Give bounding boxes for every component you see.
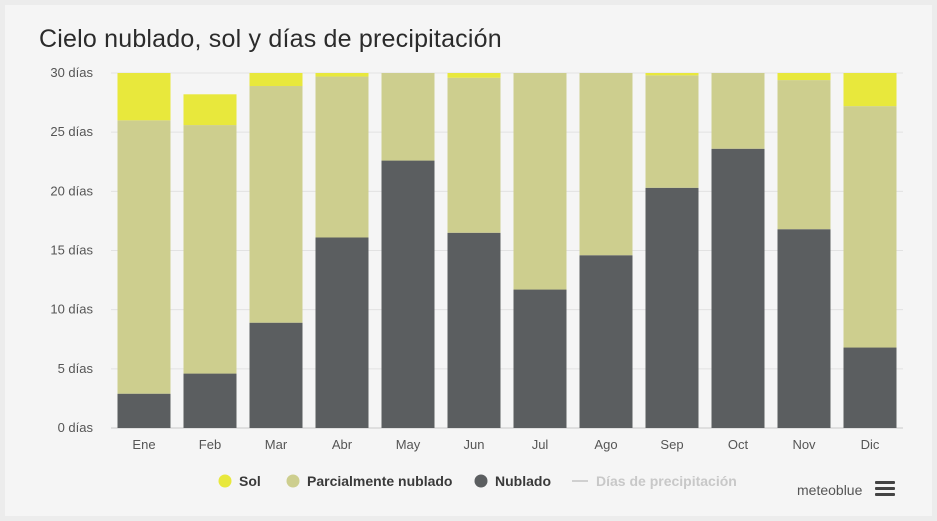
legend-label[interactable]: Sol (239, 473, 261, 489)
bar-nublado[interactable] (778, 229, 831, 428)
y-tick-label: 30 días (50, 65, 93, 80)
chart-canvas: 0 días 5 días 10 días 15 días 20 días 25 días… (0, 0, 937, 521)
bar-sol[interactable] (184, 94, 237, 125)
hamburger-menu-icon[interactable] (872, 477, 898, 499)
bar-nublado[interactable] (844, 348, 897, 428)
y-tick-label: 25 días (50, 124, 93, 139)
bar-parcialmente-nublado[interactable] (514, 73, 567, 290)
legend-marker[interactable] (475, 475, 488, 488)
y-tick-label: 10 días (50, 302, 93, 317)
bar-sol[interactable] (646, 73, 699, 75)
bar-parcialmente-nublado[interactable] (580, 73, 633, 255)
bar-nublado[interactable] (712, 149, 765, 428)
bar-parcialmente-nublado[interactable] (382, 73, 435, 161)
x-tick-label: Jun (464, 437, 485, 452)
y-tick-label: 5 días (58, 361, 94, 376)
legend-marker[interactable] (219, 475, 232, 488)
credit-label[interactable]: meteoblue (797, 482, 862, 498)
bar-nublado[interactable] (250, 323, 303, 428)
x-tick-label: Jul (532, 437, 549, 452)
bar-nublado[interactable] (184, 374, 237, 428)
bar-nublado[interactable] (448, 233, 501, 428)
x-tick-label: Ene (132, 437, 155, 452)
bar-parcialmente-nublado[interactable] (118, 120, 171, 393)
x-tick-label: Sep (660, 437, 683, 452)
x-tick-label: Ago (594, 437, 617, 452)
legend-marker[interactable] (287, 475, 300, 488)
bar-parcialmente-nublado[interactable] (646, 75, 699, 187)
bar-sol[interactable] (118, 73, 171, 120)
x-tick-label: Abr (332, 437, 353, 452)
x-tick-label: Nov (792, 437, 816, 452)
x-tick-label: Oct (728, 437, 749, 452)
bar-nublado[interactable] (646, 188, 699, 428)
y-tick-label: 20 días (50, 183, 93, 198)
bar-sol[interactable] (316, 73, 369, 77)
bar-nublado[interactable] (316, 237, 369, 428)
bar-parcialmente-nublado[interactable] (844, 106, 897, 347)
bar-nublado[interactable] (580, 255, 633, 428)
x-tick-label: Feb (199, 437, 221, 452)
bar-nublado[interactable] (514, 290, 567, 428)
bar-parcialmente-nublado[interactable] (316, 77, 369, 238)
bar-sol[interactable] (250, 73, 303, 86)
bar-parcialmente-nublado[interactable] (448, 78, 501, 233)
bar-nublado[interactable] (118, 394, 171, 428)
bar-sol[interactable] (844, 73, 897, 106)
bar-parcialmente-nublado[interactable] (778, 80, 831, 229)
x-tick-label: Dic (861, 437, 880, 452)
x-tick-label: May (396, 437, 421, 452)
bar-sol[interactable] (778, 73, 831, 80)
y-tick-label: 15 días (50, 243, 93, 258)
y-tick-label: 0 días (58, 420, 94, 435)
bar-sol[interactable] (448, 73, 501, 78)
legend-label[interactable]: Días de precipitación (596, 473, 737, 489)
bar-parcialmente-nublado[interactable] (184, 125, 237, 373)
bar-parcialmente-nublado[interactable] (250, 86, 303, 323)
legend-label[interactable]: Parcialmente nublado (307, 473, 452, 489)
bar-parcialmente-nublado[interactable] (712, 73, 765, 149)
x-tick-label: Mar (265, 437, 288, 452)
bar-nublado[interactable] (382, 161, 435, 428)
legend-label[interactable]: Nublado (495, 473, 551, 489)
